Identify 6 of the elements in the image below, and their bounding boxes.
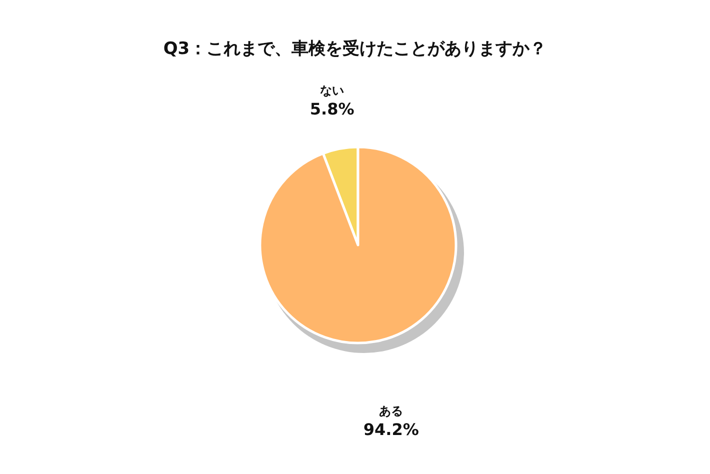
chart-title: Q3：これまで、車検を受けたことがありますか？ xyxy=(163,39,547,59)
pie-slice xyxy=(258,146,458,344)
slice-label: ない xyxy=(320,83,344,98)
slice-label: ある xyxy=(379,404,404,418)
data-label: 94.2% xyxy=(363,420,419,439)
data-label: 5.8% xyxy=(310,99,354,118)
